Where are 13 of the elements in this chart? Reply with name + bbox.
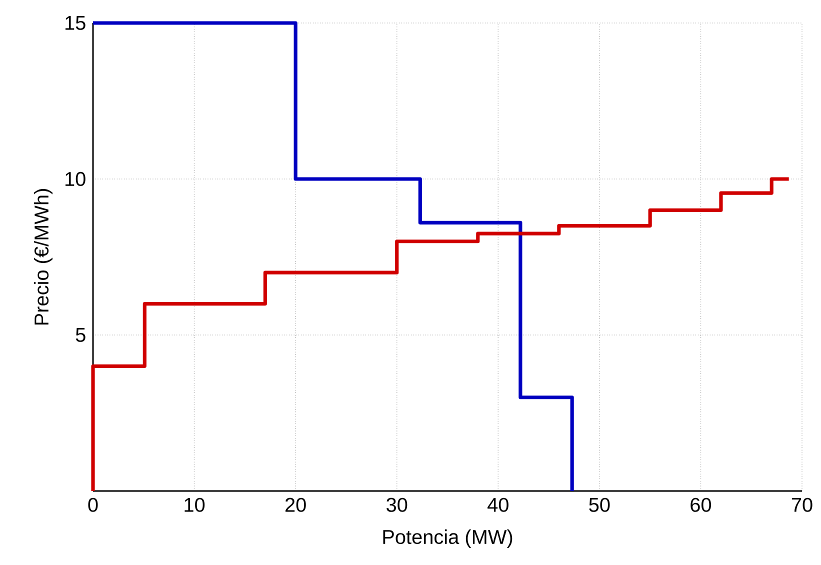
x-axis-title: Potencia (MW) bbox=[383, 529, 512, 548]
x-tick-label: 10 bbox=[184, 498, 205, 512]
x-tick-label: 0 bbox=[88, 498, 98, 512]
y-tick-label: 5 bbox=[76, 328, 86, 342]
x-tick-label: 70 bbox=[792, 498, 812, 512]
y-tick-label: 15 bbox=[66, 16, 86, 30]
x-tick-label: 60 bbox=[690, 498, 712, 512]
x-tick-label: 20 bbox=[285, 498, 306, 512]
y-tick-label: 10 bbox=[66, 172, 86, 186]
x-tick-label: 50 bbox=[589, 498, 610, 512]
x-tick-label: 40 bbox=[488, 498, 508, 512]
y-axis-title: Precio (€/MWh) bbox=[34, 189, 53, 325]
x-tick-label: 30 bbox=[386, 498, 408, 512]
